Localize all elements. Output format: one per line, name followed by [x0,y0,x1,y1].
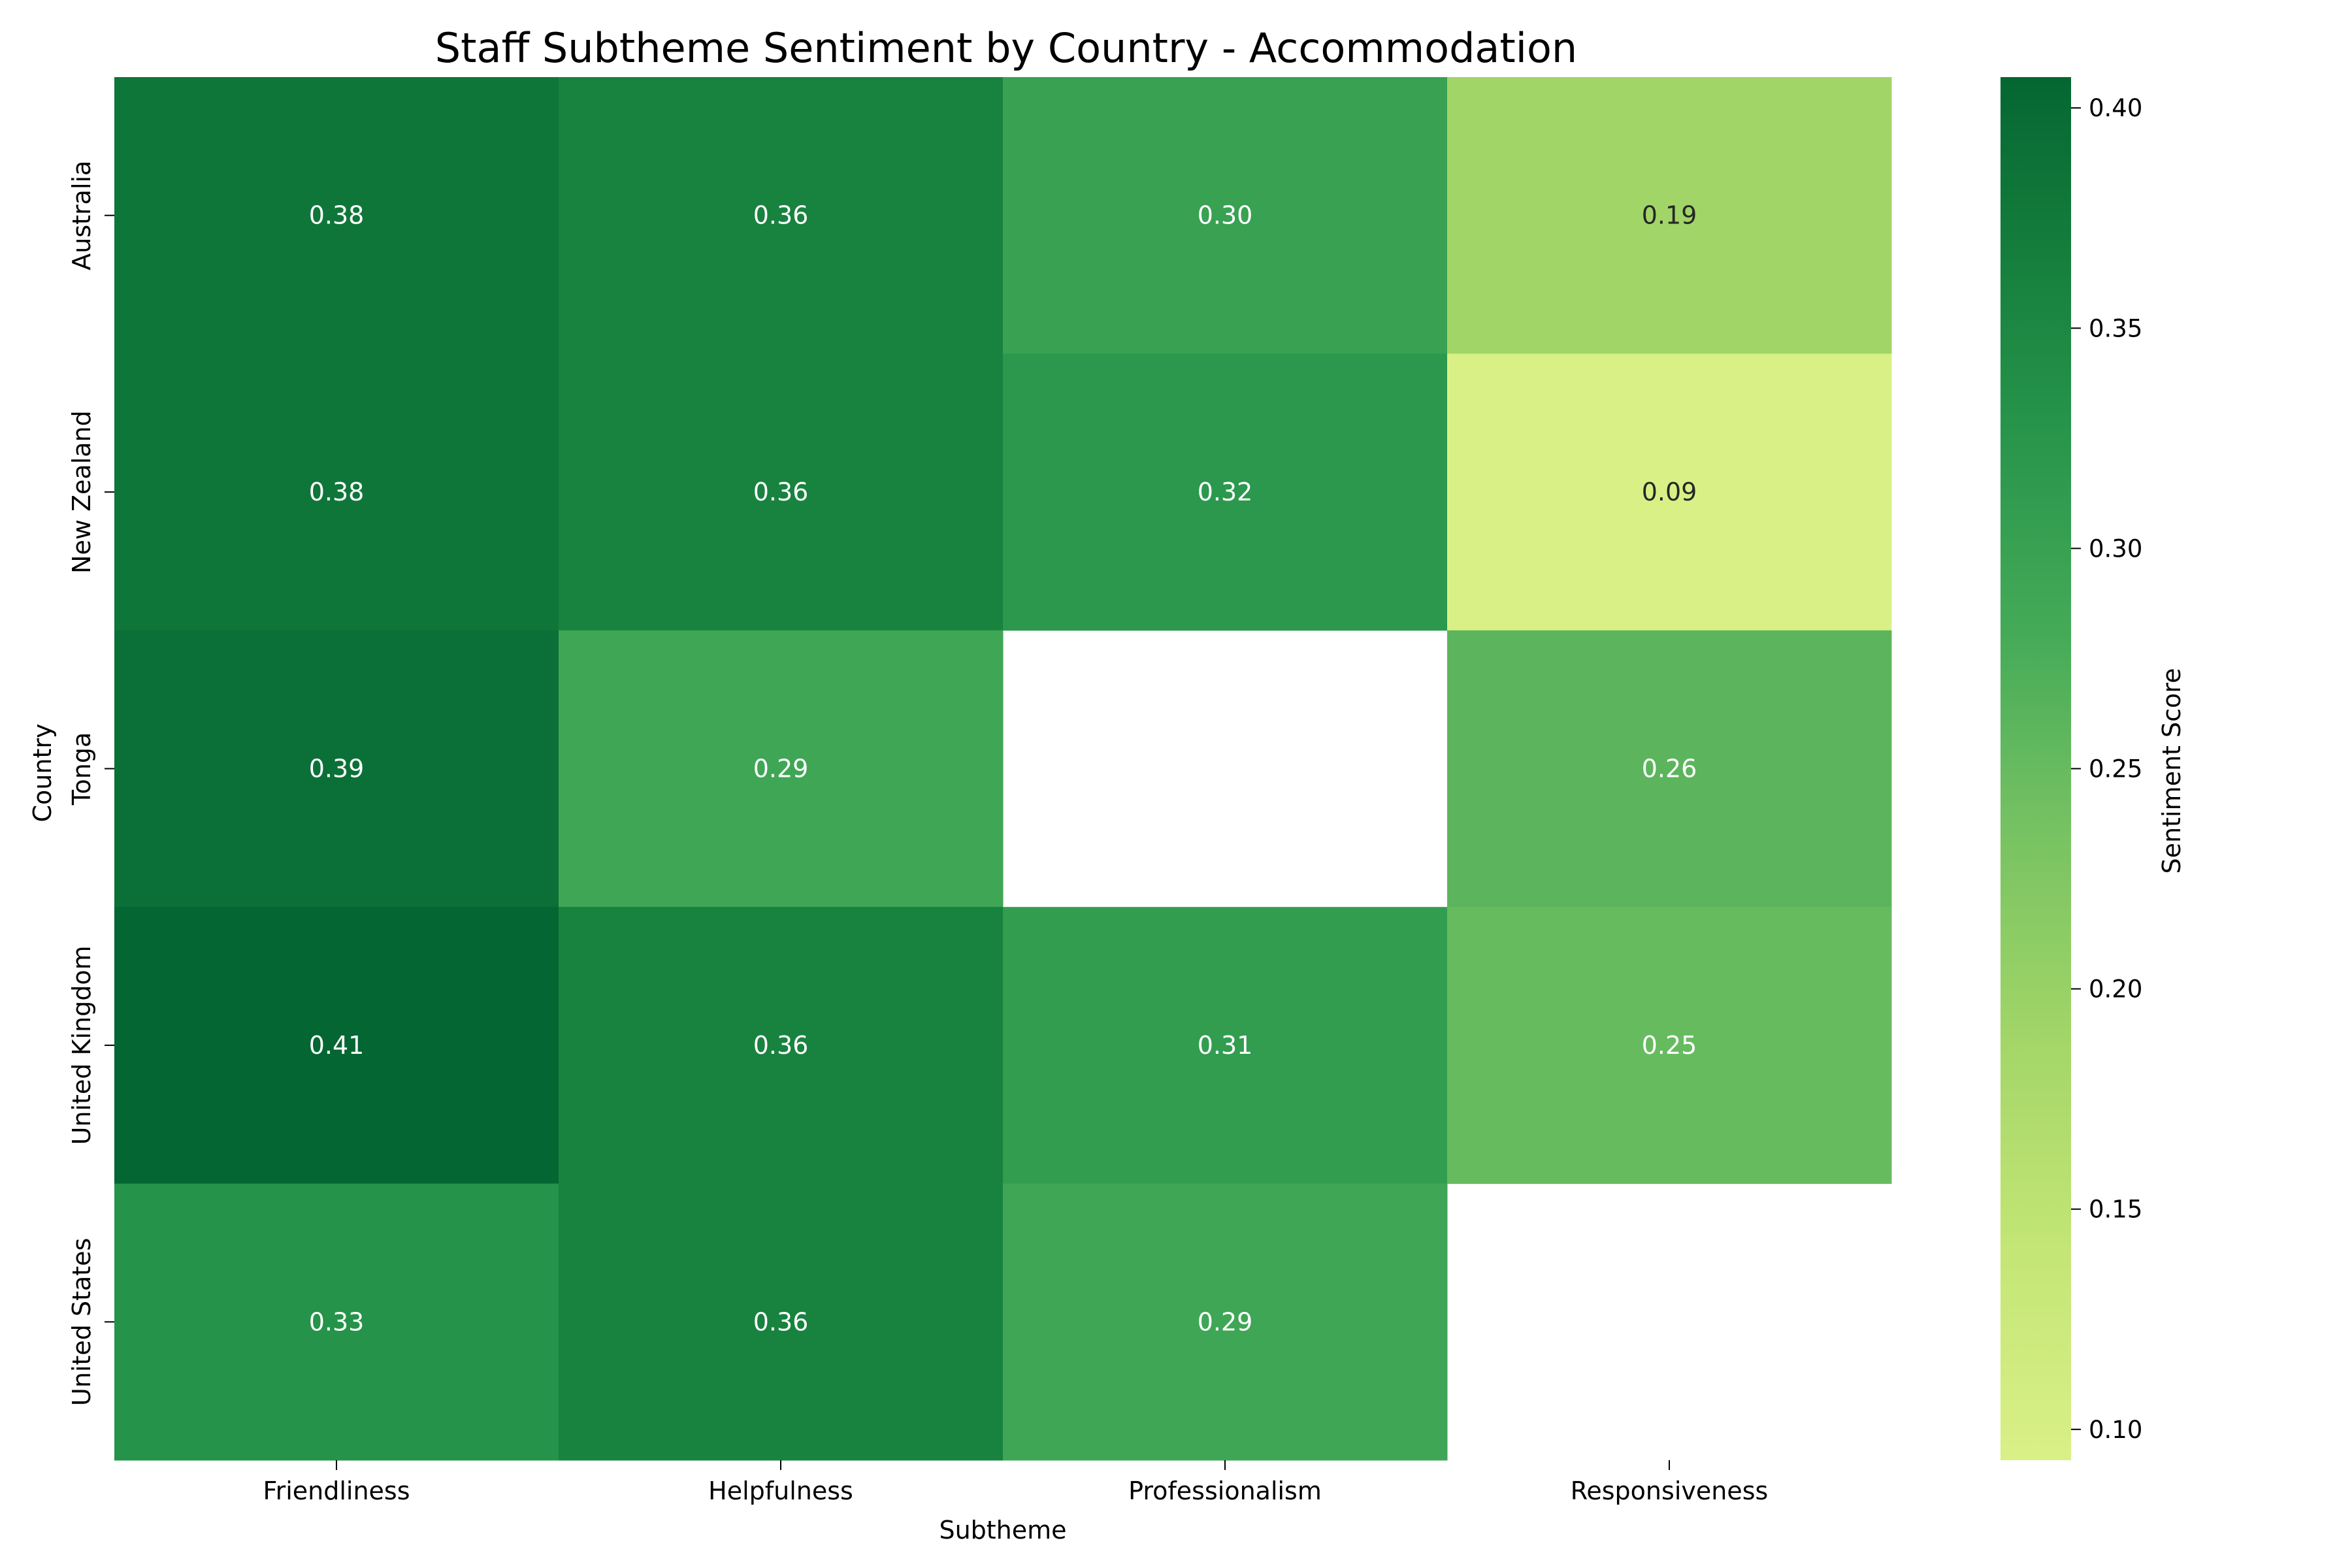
colorbar-tick-label: 0.20 [2089,975,2142,1004]
heatmap-cell [1003,77,1448,354]
heatmap-cell [114,630,559,907]
heatmap-cell-value: 0.38 [309,201,365,230]
heatmap-cell-value: 0.29 [1198,1307,1253,1336]
heatmap-cell [1003,353,1448,631]
colorbar-gradient [2001,77,2071,1460]
heatmap-cell-value: 0.36 [753,478,809,506]
heatmap-cell [1003,907,1448,1184]
heatmap-cell-value: 0.36 [753,201,809,230]
heatmap-cell-value: 0.39 [309,755,365,783]
heatmap-cell-value: 0.09 [1642,478,1697,506]
heatmap-cell-labels: 0.38 0.36 0.30 0.19 0.38 0.36 0.32 0.09 0.39 0.29… [309,201,1697,1337]
heatmap-cell-value: 0.30 [1198,201,1253,230]
y-axis-ticks: Australia New Zealand Tonga United Kingdom U… [67,161,114,1406]
x-axis-ticks: Friendliness Helpfulness Professionalism Re… [263,1460,1768,1505]
colorbar-tick-label: 0.40 [2089,94,2142,122]
heatmap-cell [114,353,559,631]
heatmap-cell [559,907,1004,1184]
heatmap-cell [1447,630,1892,907]
x-axis-label: Subtheme [939,1516,1066,1544]
x-tick-label: Friendliness [263,1477,410,1505]
y-tick-label: United Kingdom [67,945,96,1145]
heatmap-cell-value: 0.25 [1642,1031,1697,1060]
heatmap-cell-value: 0.33 [309,1307,365,1336]
heatmap-cell [559,353,1004,631]
heatmap-cell-value: 0.26 [1642,755,1697,783]
y-tick-label: Tonga [67,732,96,806]
heatmap-cell [114,1183,559,1461]
heatmap-cell [114,907,559,1184]
colorbar-tick-label: 0.35 [2089,314,2142,342]
y-tick-label: United States [67,1238,96,1406]
heatmap-cell-value: 0.32 [1198,478,1253,506]
colorbar-tick-label: 0.15 [2089,1196,2142,1224]
colorbar-tick-label: 0.10 [2089,1416,2142,1444]
chart-title: Staff Subtheme Sentiment by Country - Ac… [435,24,1577,72]
colorbar-tick-label: 0.25 [2089,755,2142,783]
colorbar-label: Sentiment Score [2157,668,2186,874]
heatmap-cell-value: 0.41 [309,1031,365,1060]
heatmap-cell-value: 0.29 [753,755,809,783]
heatmap-cell [1447,77,1892,354]
y-tick-label: Australia [67,161,96,270]
y-axis-label: Country [28,724,57,823]
heatmap-cell [559,630,1004,907]
heatmap-cells [114,77,1892,1461]
heatmap-cell [1003,1183,1448,1461]
heatmap-cell-value: 0.36 [753,1031,809,1060]
y-tick-label: New Zealand [67,410,96,574]
heatmap-cell [1447,907,1892,1184]
heatmap-cell [114,77,559,354]
heatmap-cell-value: 0.19 [1642,201,1697,230]
x-tick-label: Professionalism [1128,1477,1322,1505]
heatmap-cell [559,77,1004,354]
colorbar: 0.10 0.15 0.20 0.25 0.30 0.35 0.40 [2001,77,2142,1460]
x-tick-label: Responsiveness [1571,1477,1769,1505]
heatmap-cell-value: 0.36 [753,1307,809,1336]
heatmap-cell-value: 0.38 [309,478,365,506]
heatmap-cell [1447,353,1892,631]
x-tick-label: Helpfulness [708,1477,853,1505]
heatmap-cell [559,1183,1004,1461]
colorbar-tick-label: 0.30 [2089,534,2142,563]
heatmap-cell-value: 0.31 [1198,1031,1253,1060]
